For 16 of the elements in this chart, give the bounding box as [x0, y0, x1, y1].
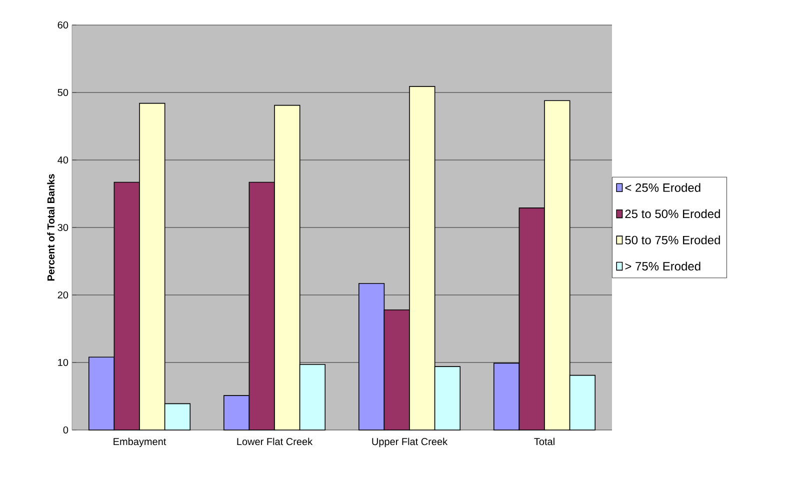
- legend-label: < 25% Eroded: [625, 183, 700, 192]
- y-tick-label: 10: [58, 358, 68, 366]
- y-tick-label: 0: [63, 426, 68, 434]
- legend-label: > 75% Eroded: [625, 262, 700, 270]
- y-tick-label: 60: [58, 21, 68, 29]
- y-tick-label: 40: [58, 156, 68, 164]
- x-tick-label: Embayment: [114, 438, 166, 448]
- x-tick-label: Lower Flat Creek: [237, 438, 313, 446]
- y-axis-title: Percent of Total Banks: [47, 174, 54, 281]
- y-tick-label: 50: [58, 88, 68, 96]
- y-tick-label: 20: [58, 291, 68, 299]
- y-tick-label: 30: [58, 224, 68, 232]
- x-tick-label: Upper Flat Creek: [372, 438, 448, 448]
- legend-label: 50 to 75% Eroded: [625, 236, 720, 244]
- legend-label: 25 to 50% Eroded: [625, 209, 720, 218]
- x-tick-label: Total: [534, 438, 554, 446]
